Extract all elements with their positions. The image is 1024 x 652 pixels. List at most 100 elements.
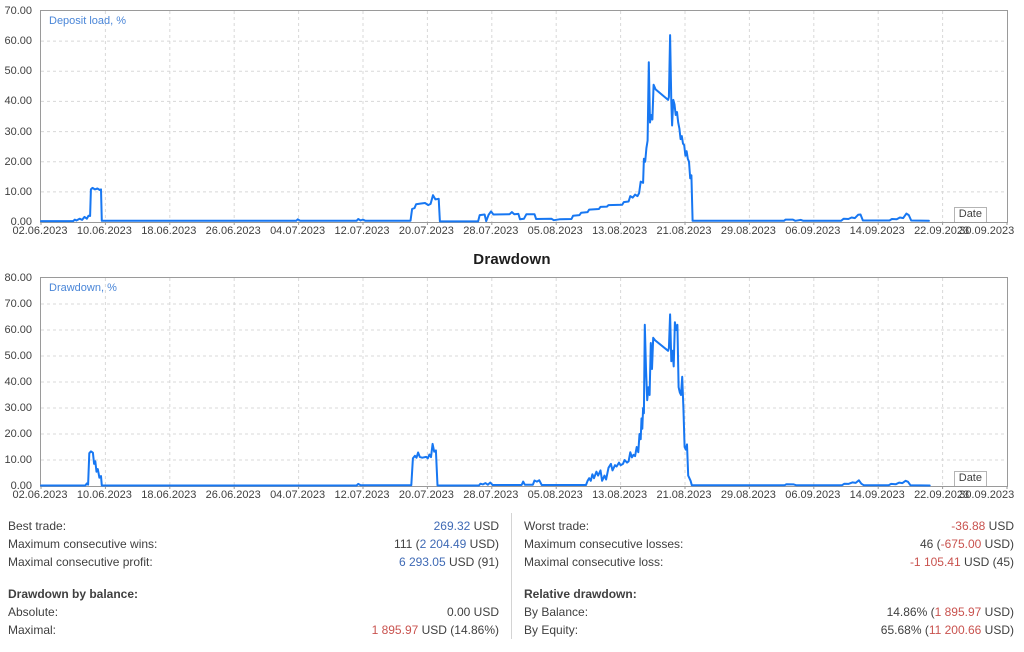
statistics-right-column: Worst trade: -36.88 USD Maximum consecutiv… <box>512 513 1024 639</box>
stat-value: 65.68% (11 200.66 USD) <box>880 623 1014 637</box>
stat-row: Maximal consecutive loss: -1 105.41 USD (… <box>524 553 1014 571</box>
stat-label: Relative drawdown: <box>524 587 637 601</box>
y-tick-label: 0.00 <box>10 216 32 228</box>
stat-row: Relative drawdown: <box>524 585 1014 603</box>
drawdown-plot-area: Drawdown, % Date <box>40 277 1008 489</box>
stat-value: -36.88 USD <box>951 519 1014 533</box>
drawdown-x-axis-name: Date <box>953 471 987 486</box>
stat-row: By Balance: 14.86% (1 895.97 USD) <box>524 603 1014 621</box>
x-tick-label: 26.06.2023 <box>205 225 261 237</box>
x-tick-label: 13.08.2023 <box>592 489 648 501</box>
x-tick-label: 06.09.2023 <box>785 225 841 237</box>
drawdown-series-label: Drawdown, % <box>49 282 117 294</box>
statistics-left-column: Best trade: 269.32 USD Maximum consecutive… <box>0 513 512 639</box>
stat-value: -1 105.41 USD (45) <box>909 555 1014 569</box>
x-tick-label: 14.09.2023 <box>849 489 905 501</box>
x-tick-label: 05.08.2023 <box>527 225 583 237</box>
stats-spacer <box>524 571 1014 585</box>
deposit-load-y-axis: 0.00 10.00 20.00 30.00 40.00 50.00 60.00 70.00 <box>0 5 34 240</box>
stat-row: Drawdown by balance: <box>8 585 499 603</box>
x-tick-label: 29.08.2023 <box>720 225 776 237</box>
stat-label: Maximum consecutive losses: <box>524 537 684 551</box>
x-tick-label: 28.07.2023 <box>463 225 519 237</box>
x-tick-label: 10.06.2023 <box>76 225 132 237</box>
stat-value: 6 293.05 USD (91) <box>398 555 499 569</box>
x-tick-label: 30.09.2023 <box>959 489 1015 501</box>
y-tick-label: 10.00 <box>4 185 32 198</box>
y-tick-label: 10.00 <box>4 454 32 466</box>
x-tick-label: 22.09.2023 <box>914 489 970 501</box>
x-tick-label: 04.07.2023 <box>270 225 326 237</box>
stat-row: Absolute: 0.00 USD <box>8 603 499 621</box>
stat-row: Worst trade: -36.88 USD <box>524 517 1014 535</box>
y-tick-label: 40.00 <box>4 95 32 108</box>
deposit-load-x-axis: 02.06.2023 10.06.2023 18.06.2023 26.06.2023… <box>12 223 1014 240</box>
deposit-load-x-axis-name: Date <box>953 207 987 222</box>
deposit-load-series-label: Deposit load, % <box>49 15 127 27</box>
deposit-load-chart: 0.00 10.00 20.00 30.00 40.00 50.00 60.00 70.00 … <box>4 5 1014 240</box>
y-tick-label: 30.00 <box>4 125 32 138</box>
drawdown-y-axis: 0.00 10.00 20.00 30.00 40.00 50.00 60.00 70.00 8… <box>0 272 34 504</box>
drawdown-x-axis: 02.06.2023 10.06.2023 18.06.2023 26.06.2023… <box>12 487 1014 504</box>
x-tick-label: 13.08.2023 <box>592 225 648 237</box>
stat-row: Best trade: 269.32 USD <box>8 517 499 535</box>
y-tick-label: 20.00 <box>4 155 32 168</box>
stat-label: Drawdown by balance: <box>8 587 139 601</box>
x-tick-label: 02.06.2023 <box>12 225 68 237</box>
stat-row: By Equity: 65.68% (11 200.66 USD) <box>524 621 1014 639</box>
stat-row: Maximum consecutive wins: 111 (2 204.49 U… <box>8 535 499 553</box>
stat-label: Maximum consecutive wins: <box>8 537 158 551</box>
x-tick-label: 26.06.2023 <box>205 489 261 501</box>
y-tick-label: 40.00 <box>4 376 32 388</box>
x-tick-label: 12.07.2023 <box>334 489 390 501</box>
y-tick-label: 80.00 <box>4 272 32 284</box>
stat-row: Maximum consecutive losses: 46 (-675.00 U… <box>524 535 1014 553</box>
stat-value: 46 (-675.00 USD) <box>919 537 1014 551</box>
stat-label: Absolute: <box>8 605 59 619</box>
stats-spacer <box>8 571 499 585</box>
deposit-load-plot-area: Deposit load, % Date <box>40 10 1008 225</box>
y-tick-label: 50.00 <box>4 65 32 78</box>
y-tick-label: 60.00 <box>4 35 32 48</box>
x-tick-label: 05.08.2023 <box>527 489 583 501</box>
stat-label: By Balance: <box>524 605 589 619</box>
y-tick-label: 70.00 <box>4 298 32 310</box>
drawdown-section-title: Drawdown <box>473 251 551 268</box>
x-tick-label: 28.07.2023 <box>463 489 519 501</box>
statistics-table: Best trade: 269.32 USD Maximum consecutive… <box>0 513 1024 639</box>
y-tick-label: 60.00 <box>4 324 32 336</box>
x-tick-label: 04.07.2023 <box>270 489 326 501</box>
y-tick-label: 50.00 <box>4 350 32 362</box>
x-tick-label: 10.06.2023 <box>76 489 132 501</box>
x-tick-label: 20.07.2023 <box>398 225 454 237</box>
stat-value: 0.00 USD <box>446 605 499 619</box>
stat-value: 269.32 USD <box>433 519 499 533</box>
y-tick-label: 30.00 <box>4 402 32 414</box>
x-tick-label: 21.08.2023 <box>656 225 712 237</box>
stat-label: Maximal: <box>8 623 57 637</box>
x-tick-label: 02.06.2023 <box>12 489 68 501</box>
x-tick-label: 22.09.2023 <box>914 225 970 237</box>
y-tick-label: 20.00 <box>4 428 32 440</box>
y-tick-label: 0.00 <box>10 480 32 492</box>
stat-label: Worst trade: <box>524 519 590 533</box>
x-tick-label: 18.06.2023 <box>141 489 197 501</box>
x-tick-label: 14.09.2023 <box>849 225 905 237</box>
stat-value: 1 895.97 USD (14.86%) <box>371 623 499 637</box>
stat-value: 14.86% (1 895.97 USD) <box>886 605 1014 619</box>
deposit-load-svg <box>40 11 1008 225</box>
stat-row: Maximal consecutive profit: 6 293.05 USD … <box>8 553 499 571</box>
stat-label: Maximal consecutive profit: <box>8 555 153 569</box>
stat-value: 111 (2 204.49 USD) <box>394 537 499 551</box>
y-tick-label: 70.00 <box>4 5 32 17</box>
x-tick-label: 12.07.2023 <box>334 225 390 237</box>
x-tick-label: 30.09.2023 <box>959 225 1015 237</box>
stat-label: By Equity: <box>524 623 579 637</box>
x-tick-label: 20.07.2023 <box>398 489 454 501</box>
x-tick-label: 21.08.2023 <box>656 489 712 501</box>
stat-label: Best trade: <box>8 519 67 533</box>
x-tick-label: 18.06.2023 <box>141 225 197 237</box>
drawdown-chart: 0.00 10.00 20.00 30.00 40.00 50.00 60.00 70.00 8… <box>4 272 1014 504</box>
drawdown-svg <box>40 278 1008 489</box>
stat-row: Maximal: 1 895.97 USD (14.86%) <box>8 621 499 639</box>
